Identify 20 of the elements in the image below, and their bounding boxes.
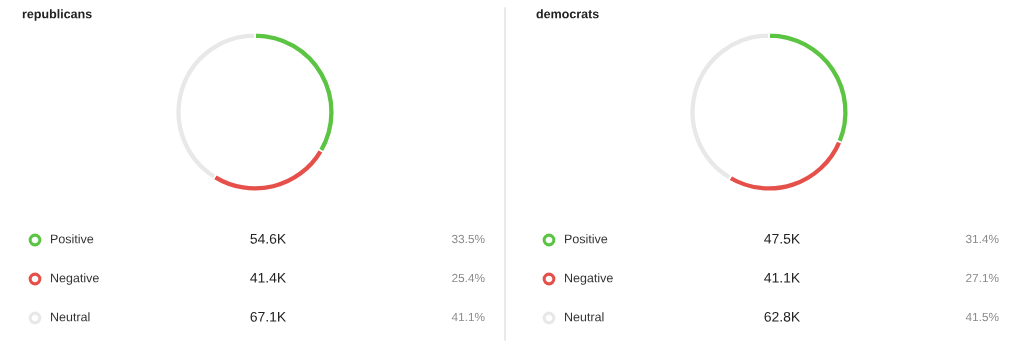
legend-label: Neutral <box>565 312 604 322</box>
text: 41.5% <box>965 312 999 322</box>
data-label: 47.5K <box>764 234 800 244</box>
legend-label: Negative <box>51 273 99 285</box>
data-label: 41.1K <box>764 273 800 283</box>
chart-title: republicans <box>22 9 92 21</box>
data-label: 54.6K <box>250 233 286 244</box>
legend-label: Neutral <box>51 312 90 322</box>
text: 25.4% <box>452 273 485 283</box>
data-label: 67.1K <box>250 311 286 322</box>
data-label: 41.4K <box>250 273 286 283</box>
data-label: 62.8K <box>764 311 800 322</box>
text: 33.5% <box>451 234 485 244</box>
legend-label: Positive <box>565 234 608 244</box>
text: 27.1% <box>966 273 999 283</box>
text: 41.1% <box>451 312 485 322</box>
chart-title: democrats <box>536 9 599 19</box>
legend-label: Positive <box>51 234 94 244</box>
text: 31.4% <box>965 234 999 244</box>
legend-label: Negative <box>565 273 613 285</box>
